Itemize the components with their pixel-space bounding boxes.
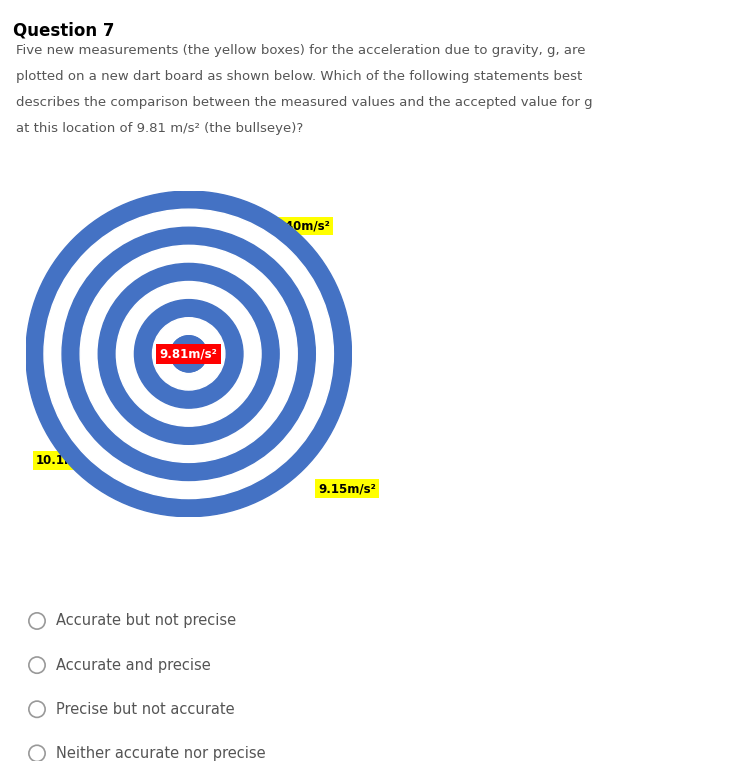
Circle shape <box>44 209 334 498</box>
Circle shape <box>135 300 243 408</box>
Circle shape <box>116 282 261 426</box>
Text: 9.15m/s²: 9.15m/s² <box>318 482 376 495</box>
Circle shape <box>171 336 206 372</box>
Text: Neither accurate nor precise: Neither accurate nor precise <box>56 746 266 761</box>
Text: Accurate but not precise: Accurate but not precise <box>56 613 236 629</box>
Text: 9.95m/s²: 9.95m/s² <box>106 389 164 403</box>
Circle shape <box>98 263 279 444</box>
Text: 9.40m/s²: 9.40m/s² <box>272 219 330 233</box>
Text: 10.1m/s²: 10.1m/s² <box>36 454 93 467</box>
Text: Precise but not accurate: Precise but not accurate <box>56 702 235 717</box>
Circle shape <box>152 317 225 390</box>
Text: Accurate and precise: Accurate and precise <box>56 658 211 673</box>
Text: at this location of 9.81 m/s² (the bullseye)?: at this location of 9.81 m/s² (the bulls… <box>16 122 303 135</box>
Circle shape <box>171 336 206 372</box>
Circle shape <box>80 245 297 463</box>
Text: describes the comparison between the measured values and the accepted value for : describes the comparison between the mea… <box>16 96 593 109</box>
Circle shape <box>180 345 198 363</box>
Text: Question 7: Question 7 <box>13 21 115 40</box>
Text: 9.81m/s²: 9.81m/s² <box>160 347 218 361</box>
Text: 9.71m/s²: 9.71m/s² <box>106 288 164 302</box>
Circle shape <box>26 191 351 517</box>
Text: Five new measurements (the yellow boxes) for the acceleration due to gravity, g,: Five new measurements (the yellow boxes)… <box>16 44 586 57</box>
Text: plotted on a new dart board as shown below. Which of the following statements be: plotted on a new dart board as shown bel… <box>16 70 582 83</box>
Circle shape <box>62 228 315 480</box>
